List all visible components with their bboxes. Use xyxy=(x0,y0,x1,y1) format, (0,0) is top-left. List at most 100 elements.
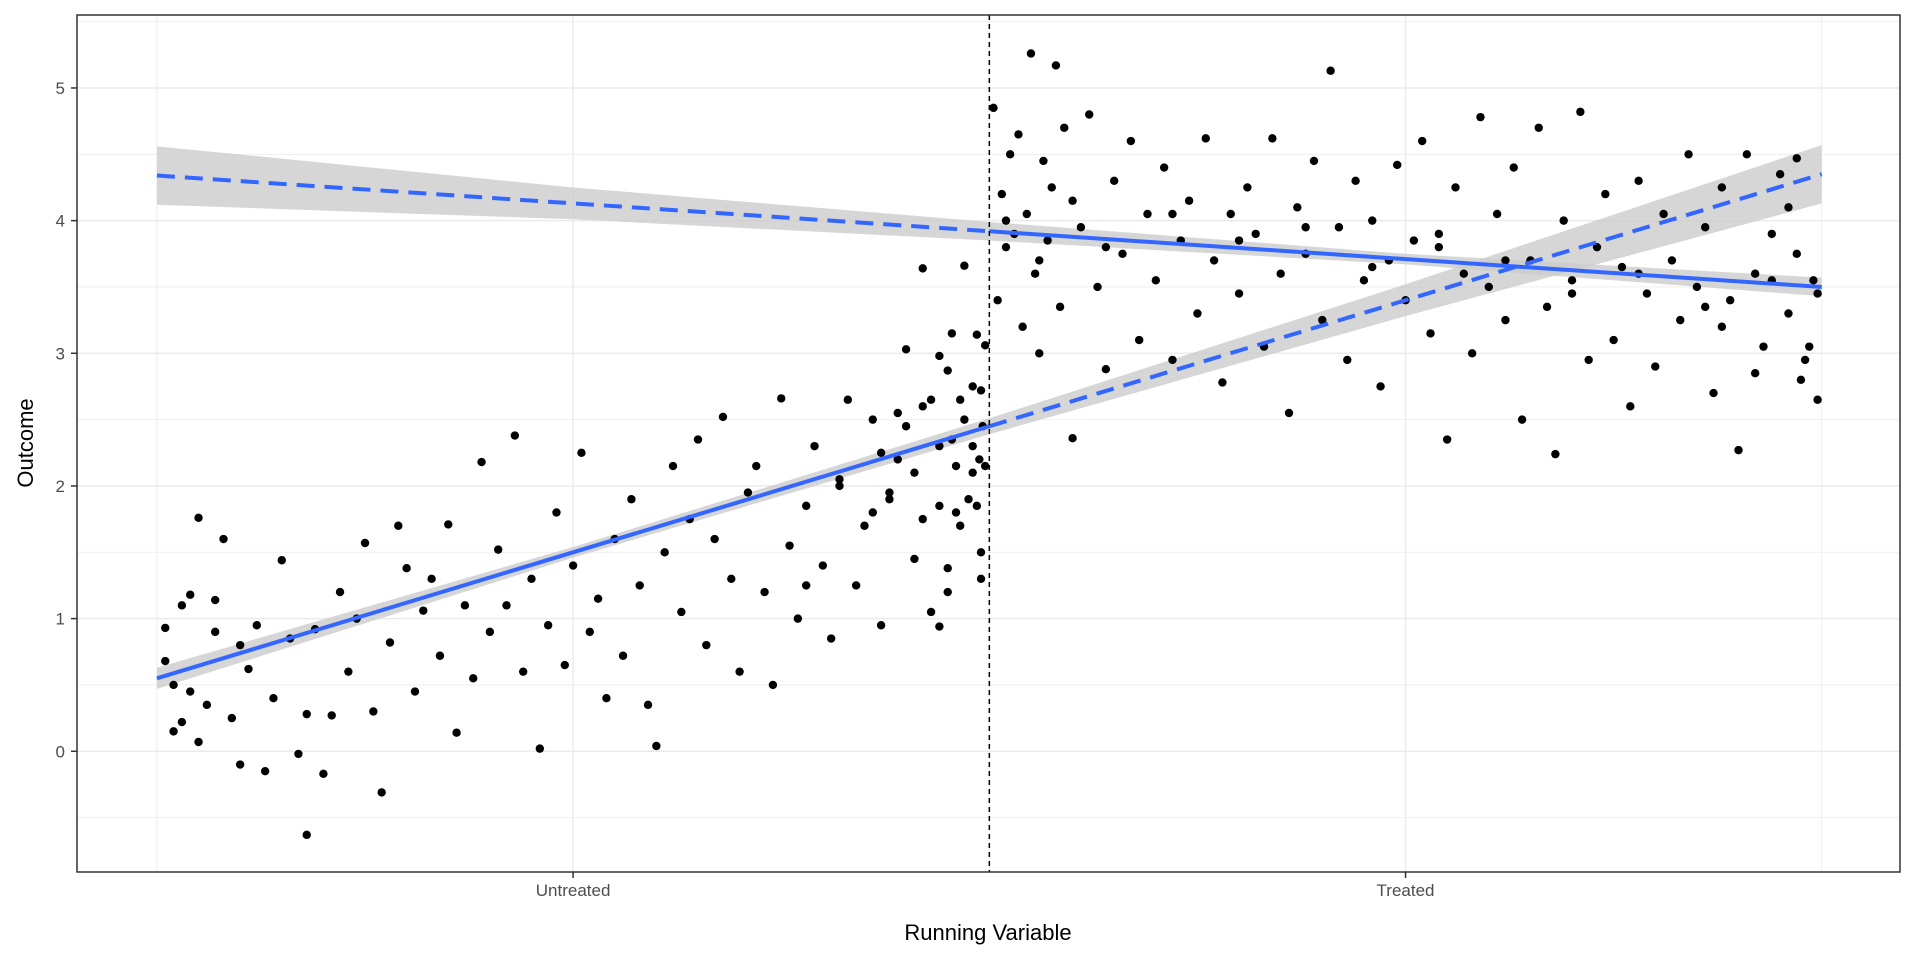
data-point xyxy=(743,488,753,497)
data-point xyxy=(444,520,453,529)
data-point xyxy=(1805,342,1814,351)
data-point xyxy=(1326,66,1335,75)
data-point xyxy=(968,441,977,451)
data-point xyxy=(1201,134,1210,143)
data-point xyxy=(618,651,628,660)
data-point xyxy=(860,521,869,530)
data-point xyxy=(1030,269,1040,278)
data-point xyxy=(194,737,203,747)
fit-line-left xyxy=(156,424,990,681)
data-point xyxy=(1484,282,1493,292)
data-point xyxy=(1151,276,1161,285)
data-point xyxy=(1651,362,1660,371)
data-point xyxy=(968,468,977,477)
data-point xyxy=(560,660,569,670)
data-point xyxy=(947,329,957,338)
data-point xyxy=(752,461,761,471)
data-point xyxy=(885,495,894,504)
data-point xyxy=(868,508,877,517)
data-point xyxy=(1742,150,1752,159)
data-point xyxy=(1492,209,1502,219)
data-point xyxy=(960,415,969,424)
fit-lines xyxy=(156,172,1823,681)
data-point xyxy=(1309,156,1319,166)
data-point xyxy=(951,508,961,517)
x-axis: Untreated Treated xyxy=(536,872,1435,900)
y-axis: 0 1 2 3 4 5 xyxy=(56,79,77,761)
data-point xyxy=(535,744,545,753)
data-point xyxy=(327,711,336,720)
data-point xyxy=(427,574,436,584)
data-point xyxy=(1301,223,1310,232)
data-point xyxy=(802,501,811,511)
data-point xyxy=(210,627,220,637)
data-point xyxy=(169,727,178,736)
data-point xyxy=(1005,150,1015,159)
data-point xyxy=(1813,395,1822,404)
data-point xyxy=(964,495,973,504)
data-point xyxy=(976,574,986,584)
x-tick-label: Untreated xyxy=(536,881,611,900)
data-point xyxy=(1126,136,1136,146)
data-point xyxy=(1609,335,1618,345)
data-point xyxy=(976,386,986,395)
data-point xyxy=(1775,169,1785,179)
data-point xyxy=(1351,176,1360,186)
data-point xyxy=(1068,196,1077,205)
data-point xyxy=(980,341,990,350)
data-point xyxy=(1376,382,1385,391)
data-point xyxy=(177,601,187,610)
data-point xyxy=(901,422,911,431)
data-point xyxy=(1014,130,1023,139)
data-point xyxy=(235,640,245,650)
data-point xyxy=(177,717,187,727)
data-point xyxy=(360,538,370,548)
data-point xyxy=(926,607,936,617)
data-point xyxy=(1318,315,1327,325)
data-point xyxy=(997,189,1007,199)
data-point xyxy=(935,501,944,511)
data-point xyxy=(868,415,877,424)
data-point xyxy=(826,634,836,643)
data-point xyxy=(1218,378,1227,387)
data-point xyxy=(735,667,744,676)
data-point xyxy=(802,581,811,590)
data-point xyxy=(1676,315,1685,325)
data-point xyxy=(1184,196,1194,205)
data-point xyxy=(851,581,861,590)
data-points xyxy=(161,49,1822,840)
fit-extrapolation-left xyxy=(988,172,1823,429)
data-point xyxy=(1592,242,1602,252)
data-point xyxy=(980,461,990,471)
data-point xyxy=(943,564,952,573)
data-point xyxy=(260,766,270,776)
data-point xyxy=(1750,368,1760,378)
data-point xyxy=(627,495,636,504)
data-point xyxy=(893,455,902,464)
data-point xyxy=(219,534,228,544)
data-point xyxy=(702,640,711,650)
data-point xyxy=(1501,256,1510,265)
data-point xyxy=(989,103,998,113)
data-point xyxy=(643,700,653,710)
data-point xyxy=(1276,269,1285,278)
data-point xyxy=(1243,183,1252,192)
y-tick-label: 2 xyxy=(56,477,65,496)
data-point xyxy=(394,521,403,530)
data-point xyxy=(893,408,902,418)
data-point xyxy=(1509,163,1518,172)
data-point xyxy=(1800,355,1810,365)
data-point xyxy=(494,545,503,554)
data-point xyxy=(369,707,378,716)
data-point xyxy=(727,574,736,584)
data-point xyxy=(1634,176,1643,186)
data-point xyxy=(793,614,803,623)
y-tick-label: 3 xyxy=(56,344,65,363)
data-point xyxy=(1501,315,1510,325)
data-point xyxy=(976,548,986,557)
data-point xyxy=(1617,262,1627,272)
data-point xyxy=(975,455,984,464)
data-point xyxy=(1576,107,1585,117)
data-point xyxy=(1434,229,1444,239)
data-point xyxy=(1051,61,1061,70)
